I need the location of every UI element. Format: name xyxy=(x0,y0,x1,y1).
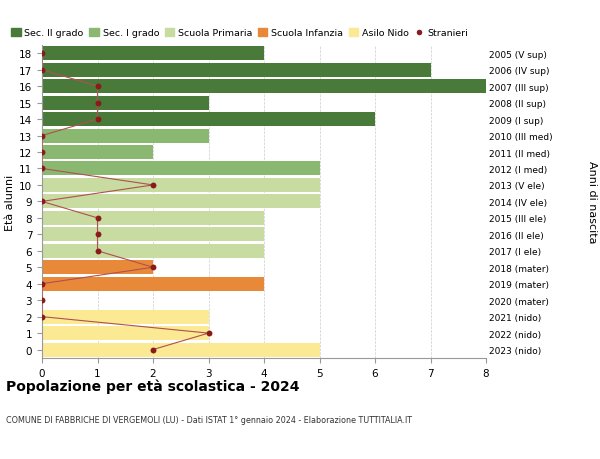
Point xyxy=(93,231,103,239)
Point xyxy=(93,215,103,222)
Point xyxy=(37,67,47,74)
Point xyxy=(37,297,47,304)
Point xyxy=(37,198,47,206)
Bar xyxy=(42,277,264,291)
Legend: Sec. II grado, Sec. I grado, Scuola Primaria, Scuola Infanzia, Asilo Nido, Stran: Sec. II grado, Sec. I grado, Scuola Prim… xyxy=(11,29,469,38)
Point xyxy=(37,149,47,157)
Bar xyxy=(42,47,264,61)
Bar xyxy=(42,195,320,209)
Bar xyxy=(42,326,209,341)
Point xyxy=(37,165,47,173)
Bar xyxy=(42,63,431,78)
Bar xyxy=(42,228,264,242)
Bar xyxy=(42,343,320,357)
Point xyxy=(37,133,47,140)
Point xyxy=(204,330,214,337)
Text: COMUNE DI FABBRICHE DI VERGEMOLI (LU) - Dati ISTAT 1° gennaio 2024 - Elaborazion: COMUNE DI FABBRICHE DI VERGEMOLI (LU) - … xyxy=(6,415,412,425)
Point xyxy=(93,116,103,123)
Text: Anni di nascita: Anni di nascita xyxy=(587,161,597,243)
Bar xyxy=(42,244,264,258)
Bar xyxy=(42,129,209,143)
Bar xyxy=(42,179,320,192)
Point xyxy=(93,247,103,255)
Point xyxy=(37,50,47,58)
Point xyxy=(148,182,158,189)
Bar xyxy=(42,310,209,324)
Y-axis label: Età alunni: Età alunni xyxy=(5,174,15,230)
Point xyxy=(37,280,47,288)
Bar xyxy=(42,96,209,110)
Point xyxy=(148,346,158,353)
Bar xyxy=(42,212,264,225)
Bar xyxy=(42,113,375,127)
Text: Popolazione per età scolastica - 2024: Popolazione per età scolastica - 2024 xyxy=(6,379,299,393)
Point xyxy=(93,83,103,90)
Bar xyxy=(42,80,486,94)
Point xyxy=(37,313,47,321)
Point xyxy=(93,100,103,107)
Bar xyxy=(42,146,153,160)
Bar xyxy=(42,261,153,274)
Bar xyxy=(42,162,320,176)
Point xyxy=(148,264,158,271)
